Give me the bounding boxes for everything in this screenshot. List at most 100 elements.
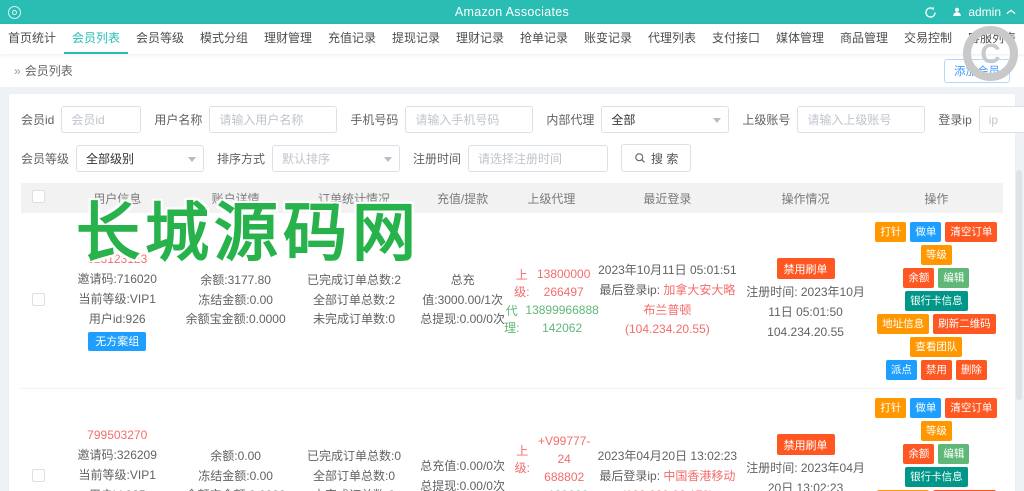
nav-item-5[interactable]: 理财管理	[263, 31, 312, 45]
filter-上级账号: 上级账号 请输入上级账号	[742, 106, 926, 133]
login-ip: (182.239.92.170)	[596, 486, 738, 491]
user-info-cell: 123123123 邀请码:716020 当前等级:VIP1 用户id:926 无方案组	[55, 213, 179, 389]
table-row: 123123123 邀请码:716020 当前等级:VIP1 用户id:926 无方案组…	[21, 213, 1003, 389]
nav-item-7[interactable]: 提现记录	[391, 31, 440, 45]
做单-button[interactable]: 做单	[910, 397, 942, 418]
col-header: 订单统计情况	[292, 183, 416, 213]
filter-会员等级: 会员等级 全部级别	[21, 144, 205, 172]
nav-item-12[interactable]: 支付接口	[711, 31, 760, 45]
disable-brush-badge[interactable]: 禁用刷单	[776, 258, 835, 280]
action-line: 派点 禁用 删除	[873, 358, 1000, 381]
nav-item-10[interactable]: 账变记录	[583, 31, 632, 45]
chevron-down-icon	[713, 118, 722, 123]
search-button[interactable]: 搜 索	[621, 144, 692, 172]
nav-item-6[interactable]: 充值记录	[327, 31, 376, 45]
login-ip: (104.234.20.55)	[625, 322, 710, 337]
清空订单-button[interactable]: 清空订单	[945, 397, 998, 418]
num-line: 142062	[542, 320, 583, 335]
checkbox-cell	[21, 213, 56, 389]
select-排序方式[interactable]: 默认排序	[272, 144, 401, 172]
nav-item-16[interactable]: 客服列表	[967, 31, 1016, 45]
input-placeholder: 会员id	[71, 113, 105, 127]
scrollbar-thumb[interactable]	[1016, 170, 1022, 400]
main-nav: 首页统计 会员列表 会员等级 模式分组 理财管理 充值记录 提现记录 理财记录 抢单记录 账变记录…	[0, 24, 1024, 54]
user-id: 用户id:926	[88, 311, 146, 326]
编辑-button[interactable]: 编辑	[938, 267, 970, 288]
filter-label: 上级账号	[742, 113, 791, 127]
地址信息-button[interactable]: 地址信息	[877, 489, 930, 491]
打针-button[interactable]: 打针	[875, 221, 907, 242]
agent-cell: 上级: 13800000 266497 代理: 13899966888 142062	[504, 213, 599, 389]
refresh-icon[interactable]	[924, 6, 937, 19]
actions-cell: 打针做单清空订单等级余额编辑银行卡信息地址信息刷新二维码查看团队派点禁用删除	[869, 213, 1003, 389]
detail-line: 余额:0.00	[210, 448, 261, 463]
input-用户名称[interactable]: 请输入用户名称	[209, 106, 338, 133]
detail-line: 总提现:0.00/0次	[420, 478, 505, 491]
col-header: 操作情况	[741, 183, 870, 213]
input-上级账号[interactable]: 请输入上级账号	[797, 106, 926, 133]
action-line: 余额 编辑银行卡信息	[873, 442, 1000, 488]
余额-button[interactable]: 余额	[903, 267, 935, 288]
admin-username: admin	[968, 5, 1001, 19]
login-location: 中国香港移动	[663, 468, 736, 483]
row-checkbox[interactable]	[31, 468, 45, 482]
派点-button[interactable]: 派点	[885, 359, 917, 380]
地址信息-button[interactable]: 地址信息	[877, 313, 930, 334]
admin-menu[interactable]: admin	[951, 5, 1016, 19]
银行卡信息-button[interactable]: 银行卡信息	[905, 290, 968, 311]
col-header: 最近登录	[593, 183, 742, 213]
nav-item-11[interactable]: 代理列表	[647, 31, 696, 45]
row-checkbox[interactable]	[31, 292, 45, 306]
nav-item-13[interactable]: 媒体管理	[775, 31, 824, 45]
select-会员等级[interactable]: 全部级别	[76, 144, 205, 172]
input-登录ip[interactable]: ip	[978, 106, 1024, 133]
username-link[interactable]: 799503270	[87, 428, 148, 443]
等级-button[interactable]: 等级	[920, 244, 952, 265]
detail-line: 未完成订单数:0	[313, 312, 396, 327]
银行卡信息-button[interactable]: 银行卡信息	[905, 466, 968, 487]
app-title: Amazon Associates	[454, 5, 570, 19]
input-会员id[interactable]: 会员id	[61, 106, 142, 133]
查看团队-button[interactable]: 查看团队	[910, 336, 963, 357]
nav-item-1[interactable]: 首页统计	[7, 31, 56, 45]
agent-cell: 上级: +V99777-24 688802 代理:139666641693	[509, 388, 594, 491]
app-badge-icon[interactable]	[8, 5, 21, 19]
删除-button[interactable]: 删除	[955, 359, 987, 380]
add-member-button[interactable]: 添加会员	[944, 58, 1010, 83]
做单-button[interactable]: 做单	[910, 221, 942, 242]
nav-item-2[interactable]: 会员列表	[64, 24, 128, 54]
nav-item-9[interactable]: 抢单记录	[519, 31, 568, 45]
刷新二维码-button[interactable]: 刷新二维码	[933, 489, 996, 491]
input-注册时间[interactable]: 请选择注册时间	[468, 144, 609, 172]
top-app-bar: Amazon Associates admin	[0, 0, 1024, 24]
num-line: 13899966888	[525, 302, 599, 317]
num-line: +V99777-24	[537, 433, 591, 466]
select-all-checkbox[interactable]	[31, 190, 45, 203]
刷新二维码-button[interactable]: 刷新二维码	[933, 313, 996, 334]
input-手机号码[interactable]: 请输入手机号码	[405, 106, 534, 133]
清空订单-button[interactable]: 清空订单	[945, 221, 998, 242]
编辑-button[interactable]: 编辑	[938, 443, 970, 464]
filter-label: 注册时间	[413, 151, 462, 166]
nav-item-14[interactable]: 商品管理	[839, 31, 888, 45]
disable-brush-badge[interactable]: 禁用刷单	[776, 434, 835, 456]
chevron-down-icon	[384, 156, 393, 162]
search-icon	[635, 153, 645, 163]
nav-item-15[interactable]: 交易控制	[903, 31, 952, 45]
打针-button[interactable]: 打针	[875, 397, 907, 418]
余额-button[interactable]: 余额	[903, 443, 935, 464]
禁用-button[interactable]: 禁用	[920, 359, 952, 380]
nav-item-8[interactable]: 理财记录	[455, 31, 504, 45]
nav-item-4[interactable]: 模式分组	[199, 31, 248, 45]
member-table-body: 123123123 邀请码:716020 当前等级:VIP1 用户id:926 无方案组…	[21, 213, 1003, 491]
username-link[interactable]: 123123123	[87, 252, 148, 267]
nav-item-3[interactable]: 会员等级	[135, 31, 184, 45]
select-内部代理[interactable]: 全部	[601, 106, 730, 133]
等级-button[interactable]: 等级	[920, 420, 952, 441]
login-time: 2023年10月11日 05:01:51	[598, 262, 737, 277]
detail-line: 余额宝金额:0.0000	[182, 486, 289, 491]
input-placeholder: 请输入用户名称	[219, 113, 304, 127]
scheme-tag[interactable]: 无方案组	[88, 331, 147, 351]
num-line: 13800000	[536, 266, 591, 281]
